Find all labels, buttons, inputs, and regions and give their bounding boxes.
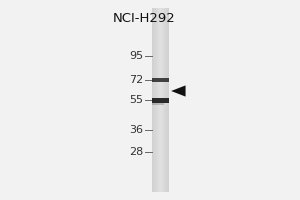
Bar [155,8,156,192]
Bar [162,8,163,192]
Bar [152,103,164,105]
Bar [152,98,169,103]
Bar [158,8,159,192]
Bar [152,78,169,82]
Bar [161,8,162,192]
Text: 28: 28 [129,147,143,157]
Polygon shape [171,85,185,97]
Bar [159,8,160,192]
Bar [156,8,157,192]
Text: 95: 95 [129,51,143,61]
Text: 55: 55 [129,95,143,105]
Bar [154,8,155,192]
Bar [168,8,169,192]
Text: 36: 36 [129,125,143,135]
Bar [157,8,158,192]
Bar [167,8,168,192]
Bar [163,8,164,192]
Bar [165,8,166,192]
Bar [164,8,165,192]
Bar [160,8,161,192]
Text: 72: 72 [129,75,143,85]
Bar [152,8,153,192]
Bar [153,8,154,192]
Text: NCI-H292: NCI-H292 [112,12,176,25]
